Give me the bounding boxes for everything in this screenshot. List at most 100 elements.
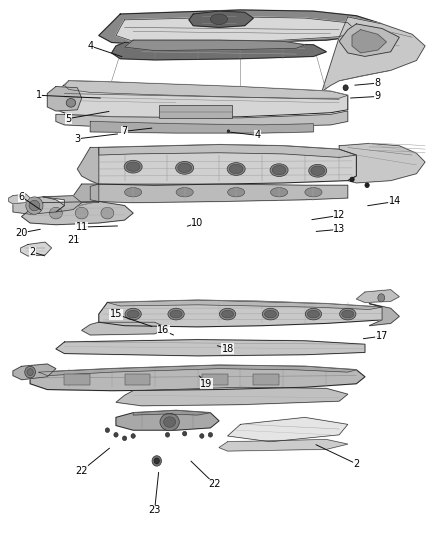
Text: 22: 22	[75, 466, 88, 476]
Text: 18: 18	[222, 344, 234, 354]
Polygon shape	[56, 184, 99, 214]
Ellipse shape	[124, 188, 142, 197]
Polygon shape	[56, 111, 348, 127]
Polygon shape	[99, 144, 357, 157]
Text: 11: 11	[75, 222, 88, 232]
Text: 3: 3	[74, 134, 81, 144]
Text: 19: 19	[200, 379, 212, 389]
Polygon shape	[39, 365, 357, 376]
Text: 7: 7	[121, 126, 128, 136]
Ellipse shape	[183, 431, 187, 436]
Ellipse shape	[342, 310, 354, 318]
Ellipse shape	[123, 436, 127, 441]
Polygon shape	[78, 148, 99, 184]
Ellipse shape	[124, 160, 142, 173]
Ellipse shape	[160, 413, 179, 431]
Ellipse shape	[270, 164, 288, 176]
Polygon shape	[56, 340, 365, 356]
Polygon shape	[357, 290, 399, 303]
Ellipse shape	[101, 207, 114, 219]
Polygon shape	[339, 143, 425, 183]
Ellipse shape	[126, 162, 140, 171]
Polygon shape	[107, 300, 382, 310]
Ellipse shape	[230, 164, 243, 174]
Polygon shape	[81, 322, 167, 335]
Ellipse shape	[105, 428, 110, 432]
Ellipse shape	[339, 308, 356, 320]
Text: 6: 6	[18, 192, 25, 202]
Polygon shape	[43, 196, 81, 212]
Polygon shape	[90, 144, 357, 185]
Ellipse shape	[210, 14, 228, 25]
Polygon shape	[13, 197, 64, 214]
Ellipse shape	[49, 207, 62, 219]
Text: 20: 20	[15, 228, 28, 238]
Ellipse shape	[66, 99, 76, 107]
Text: 17: 17	[376, 331, 389, 341]
Ellipse shape	[166, 432, 170, 437]
Text: 14: 14	[389, 197, 401, 206]
Polygon shape	[322, 17, 425, 91]
Polygon shape	[21, 242, 52, 256]
Ellipse shape	[29, 200, 40, 211]
Polygon shape	[90, 184, 348, 203]
FancyBboxPatch shape	[159, 105, 232, 118]
FancyBboxPatch shape	[202, 375, 228, 385]
Ellipse shape	[271, 188, 288, 197]
Text: 1: 1	[35, 90, 42, 100]
Ellipse shape	[305, 188, 322, 197]
Polygon shape	[64, 81, 348, 98]
Ellipse shape	[378, 294, 385, 302]
Polygon shape	[369, 304, 399, 326]
Ellipse shape	[176, 188, 193, 197]
Polygon shape	[124, 40, 305, 51]
Polygon shape	[116, 410, 219, 430]
Ellipse shape	[265, 310, 276, 318]
Ellipse shape	[200, 434, 204, 438]
Text: 4: 4	[254, 131, 261, 140]
Text: 9: 9	[375, 92, 381, 101]
Polygon shape	[90, 122, 314, 133]
Polygon shape	[9, 194, 30, 204]
Polygon shape	[112, 43, 326, 60]
Ellipse shape	[350, 177, 354, 182]
Polygon shape	[13, 364, 56, 379]
Text: 12: 12	[333, 211, 346, 221]
FancyBboxPatch shape	[253, 375, 279, 385]
Polygon shape	[47, 86, 81, 111]
Ellipse shape	[75, 207, 88, 219]
Ellipse shape	[222, 310, 233, 318]
Ellipse shape	[228, 188, 245, 197]
Polygon shape	[339, 24, 399, 56]
Text: 2: 2	[353, 459, 360, 469]
Text: 15: 15	[110, 309, 122, 319]
Ellipse shape	[219, 308, 236, 320]
Ellipse shape	[170, 310, 182, 318]
Ellipse shape	[311, 166, 325, 175]
Ellipse shape	[305, 308, 321, 320]
Ellipse shape	[164, 417, 176, 427]
Ellipse shape	[262, 308, 279, 320]
Ellipse shape	[125, 308, 141, 320]
Text: 13: 13	[333, 224, 345, 235]
Polygon shape	[116, 17, 357, 42]
Text: 4: 4	[87, 41, 93, 51]
Ellipse shape	[365, 183, 369, 188]
Polygon shape	[219, 439, 348, 451]
Ellipse shape	[127, 310, 139, 318]
Ellipse shape	[27, 369, 33, 376]
Text: 23: 23	[148, 505, 161, 515]
Ellipse shape	[309, 164, 327, 177]
Ellipse shape	[227, 163, 245, 175]
Ellipse shape	[272, 166, 286, 175]
Ellipse shape	[131, 434, 135, 438]
Text: 16: 16	[157, 325, 170, 335]
Text: 22: 22	[208, 479, 221, 489]
Ellipse shape	[114, 432, 118, 437]
Polygon shape	[56, 81, 348, 118]
Ellipse shape	[154, 458, 159, 464]
Ellipse shape	[176, 161, 194, 174]
Text: 8: 8	[375, 78, 381, 88]
Polygon shape	[352, 30, 386, 53]
Polygon shape	[21, 201, 133, 225]
